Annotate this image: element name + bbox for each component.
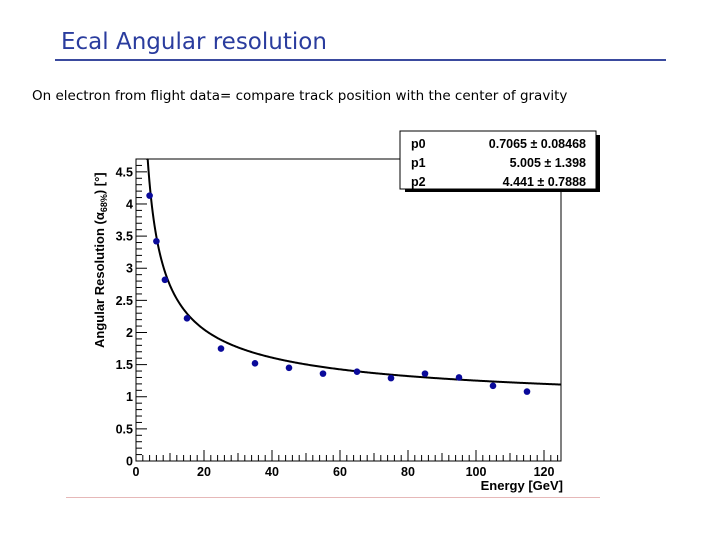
x-tick-label: 40 <box>265 465 279 479</box>
y-tick-label: 4 <box>126 197 133 211</box>
title-underline <box>55 59 666 61</box>
y-axis-label-end: ) [°] <box>92 172 107 194</box>
y-axis: 0 0.5 1 1.5 2 2.5 3 3.5 4 4.5 <box>116 158 147 469</box>
data-point <box>217 345 225 352</box>
y-tick-label: 1.5 <box>116 358 133 372</box>
data-point <box>421 370 429 377</box>
data-point <box>455 374 463 381</box>
data-point <box>161 276 169 284</box>
slide-title: Ecal Angular resolution <box>61 29 327 55</box>
x-axis: 0 20 40 60 80 100 120 <box>133 450 559 479</box>
stat-p0-value: 0.7065 ± 0.08468 <box>489 137 586 151</box>
y-axis-label-subscript: 68% <box>99 194 109 212</box>
stat-p0-name: p0 <box>411 137 426 151</box>
data-point <box>183 315 191 322</box>
data-markers <box>146 192 531 395</box>
data-point <box>319 370 327 377</box>
x-tick-label: 20 <box>197 465 211 479</box>
y-tick-label: 3.5 <box>116 230 133 244</box>
data-point <box>387 374 395 382</box>
data-point <box>251 360 259 367</box>
y-axis-label: Angular Resolution (α68%) [°] <box>92 172 109 348</box>
x-tick-label: 0 <box>133 465 140 479</box>
fit-stats-box: p0 0.7065 ± 0.08468 p1 5.005 ± 1.398 p2 … <box>399 130 600 192</box>
x-tick-label: 80 <box>401 465 415 479</box>
bottom-rule <box>66 497 600 498</box>
y-tick-label: 3 <box>126 262 133 276</box>
data-point <box>523 388 531 395</box>
y-tick-label: 0 <box>126 455 133 469</box>
data-point <box>146 192 153 199</box>
y-axis-label-main: Angular Resolution (α <box>92 212 107 348</box>
y-tick-label: 2 <box>126 326 133 340</box>
plot-frame <box>135 158 562 462</box>
y-tick-label: 2.5 <box>116 294 133 308</box>
stat-p1-value: 5.005 ± 1.398 <box>510 156 586 170</box>
x-axis-label: Energy [GeV] <box>481 478 563 493</box>
y-tick-label: 0.5 <box>116 422 133 436</box>
slide-subtitle: On electron from flight data= compare tr… <box>32 88 568 104</box>
data-point <box>153 237 160 245</box>
x-tick-label: 120 <box>534 465 555 479</box>
y-tick-label: 4.5 <box>116 165 133 179</box>
stat-p2-name: p2 <box>411 175 426 189</box>
x-tick-label: 60 <box>333 465 347 479</box>
stat-p1-name: p1 <box>411 156 426 170</box>
data-point <box>285 364 293 372</box>
fit-curve <box>146 158 561 386</box>
stat-p2-value: 4.441 ± 0.7888 <box>503 175 586 189</box>
x-tick-label: 100 <box>466 465 487 479</box>
y-tick-label: 1 <box>126 390 133 404</box>
data-point <box>353 368 361 375</box>
data-point <box>489 382 497 390</box>
